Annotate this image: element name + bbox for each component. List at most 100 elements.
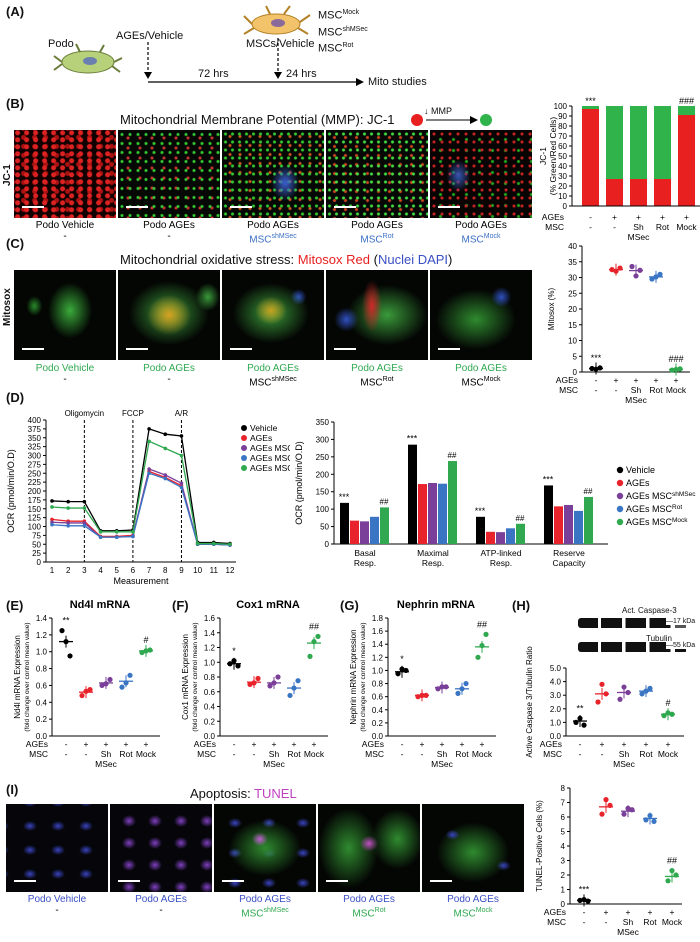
blot-tubulin-band: [578, 642, 688, 652]
msc-row-value: -: [233, 749, 236, 759]
legend-entry: AGEs MSCRot: [626, 504, 682, 514]
data-point: [639, 691, 645, 697]
legend-marker: [241, 465, 247, 471]
tunel-image-shmsec: [214, 804, 316, 892]
row-label-ages: AGEs: [26, 739, 48, 749]
image-caption: Podo AGEs MSCshMSec: [222, 220, 324, 245]
msc-row-value: Sh: [631, 385, 642, 395]
ages-row-value: +: [634, 375, 639, 385]
category-label-2: Resp.: [354, 558, 376, 568]
msc-row-value: -: [601, 749, 604, 759]
bar-green: [630, 106, 647, 179]
data-point: [255, 675, 261, 682]
data-point: [87, 687, 93, 693]
data-point: [79, 692, 85, 699]
blot-tubulin-kda: —55 kDa: [666, 642, 696, 649]
x-tick-label: 2: [66, 566, 71, 575]
msc-row-value: -: [589, 222, 592, 232]
y-tick-label: 100: [316, 505, 330, 514]
ages-row-value: +: [644, 739, 649, 749]
significance-marker: ##: [309, 621, 319, 631]
ages-row-value: +: [124, 739, 129, 749]
ages-row-value: -: [595, 375, 598, 385]
significance-marker: **: [62, 616, 70, 626]
ages-row-value: +: [636, 212, 641, 222]
y-axis-label: Cox1 mRNA Expression: [181, 634, 190, 720]
series-point: [179, 485, 184, 490]
y-axis-label: TUNEL-Positive Cells (%): [535, 800, 544, 892]
y-tick-label: 1.0: [36, 648, 48, 657]
y-tick-label: 325: [28, 443, 42, 452]
data-point: [315, 633, 321, 640]
series-point: [131, 530, 135, 534]
bar: [574, 510, 583, 544]
mitosox-image-vehicle: [14, 270, 116, 360]
y-tick-label: 100: [554, 102, 568, 111]
y-tick-label: 0.8: [372, 680, 384, 689]
y-tick-label: 150: [316, 488, 330, 497]
y-tick-label: 25: [32, 549, 41, 558]
bar: [448, 461, 457, 544]
mitosox-side-label: Mitosox: [2, 288, 13, 326]
series-point: [66, 499, 70, 504]
series-line: [51, 428, 231, 545]
caption-line1: Podo AGEs: [343, 894, 395, 905]
significance-marker: ***: [543, 474, 554, 484]
panel-b-title: Mitochondrial Membrane Potential (MMP): …: [120, 112, 395, 127]
msc-row-value: Sh: [623, 917, 634, 927]
data-point: [307, 653, 313, 659]
series-point: [98, 535, 103, 539]
bar: [516, 523, 525, 544]
bar-red: [582, 109, 599, 206]
ages-row-value: +: [622, 739, 627, 749]
category-label: ATP-linked: [481, 548, 522, 558]
image-caption: Podo AGEs -: [118, 363, 220, 385]
chart-title: Nephrin mRNA: [397, 599, 475, 611]
ages-row-value: +: [480, 739, 485, 749]
jc1-image-rot: [326, 130, 428, 218]
msc-row-value: Rot: [656, 222, 670, 232]
y-tick-label: 2.0: [550, 705, 562, 714]
bar: [360, 521, 369, 544]
msec-label: MSec: [263, 759, 285, 769]
data-point: [629, 263, 635, 270]
image-caption: Podo AGEs MSCshMSec: [222, 363, 324, 388]
y-axis-label: JC-1: [538, 147, 548, 165]
caspase-scatter-chart: 0.0 1.0 2.0 3.0 4.0 5.0 Active Caspase 3/Tubul…: [525, 646, 684, 769]
ages-row-value: +: [648, 907, 653, 917]
image-caption: Podo AGEs MSCMock: [430, 220, 532, 245]
msec-label: MSec: [431, 759, 453, 769]
bar: [496, 532, 505, 544]
y-tick-label: 0.2: [204, 717, 216, 726]
y-tick-label: 0.0: [36, 732, 48, 741]
series-point: [179, 453, 184, 458]
y-tick-label: 0.2: [36, 715, 48, 724]
legend-marker: [616, 479, 624, 487]
row-label-ages: AGEs: [362, 739, 384, 749]
legend-entry: AGEs MSCshMSec: [250, 443, 290, 453]
ages-row-value: +: [252, 739, 257, 749]
data-point: [599, 681, 605, 687]
data-point: [483, 631, 489, 637]
24hrs-label: 24 hrs: [286, 68, 317, 80]
msc-row-value: -: [579, 749, 582, 759]
series-point: [131, 534, 135, 539]
y-tick-label: 1.4: [36, 614, 48, 623]
significance-marker: ###: [668, 354, 683, 364]
legend-marker: [616, 492, 624, 500]
panel-a-label: (A): [6, 4, 25, 19]
msec-label: MSec: [625, 395, 647, 405]
y-tick-label: 400: [28, 416, 42, 425]
data-point: [581, 722, 587, 728]
series-point: [147, 467, 151, 471]
caption-line2: -: [63, 231, 67, 242]
msc-row-value: -: [421, 749, 424, 759]
significance-marker: ##: [380, 497, 389, 506]
y-axis-label: Nephrin mRNA Expression: [349, 629, 358, 724]
data-point: [247, 681, 253, 687]
caption-line2: -: [63, 374, 67, 385]
ages-row-value: +: [104, 739, 109, 749]
y-tick-label: 7: [561, 799, 566, 808]
bar: [506, 528, 515, 544]
